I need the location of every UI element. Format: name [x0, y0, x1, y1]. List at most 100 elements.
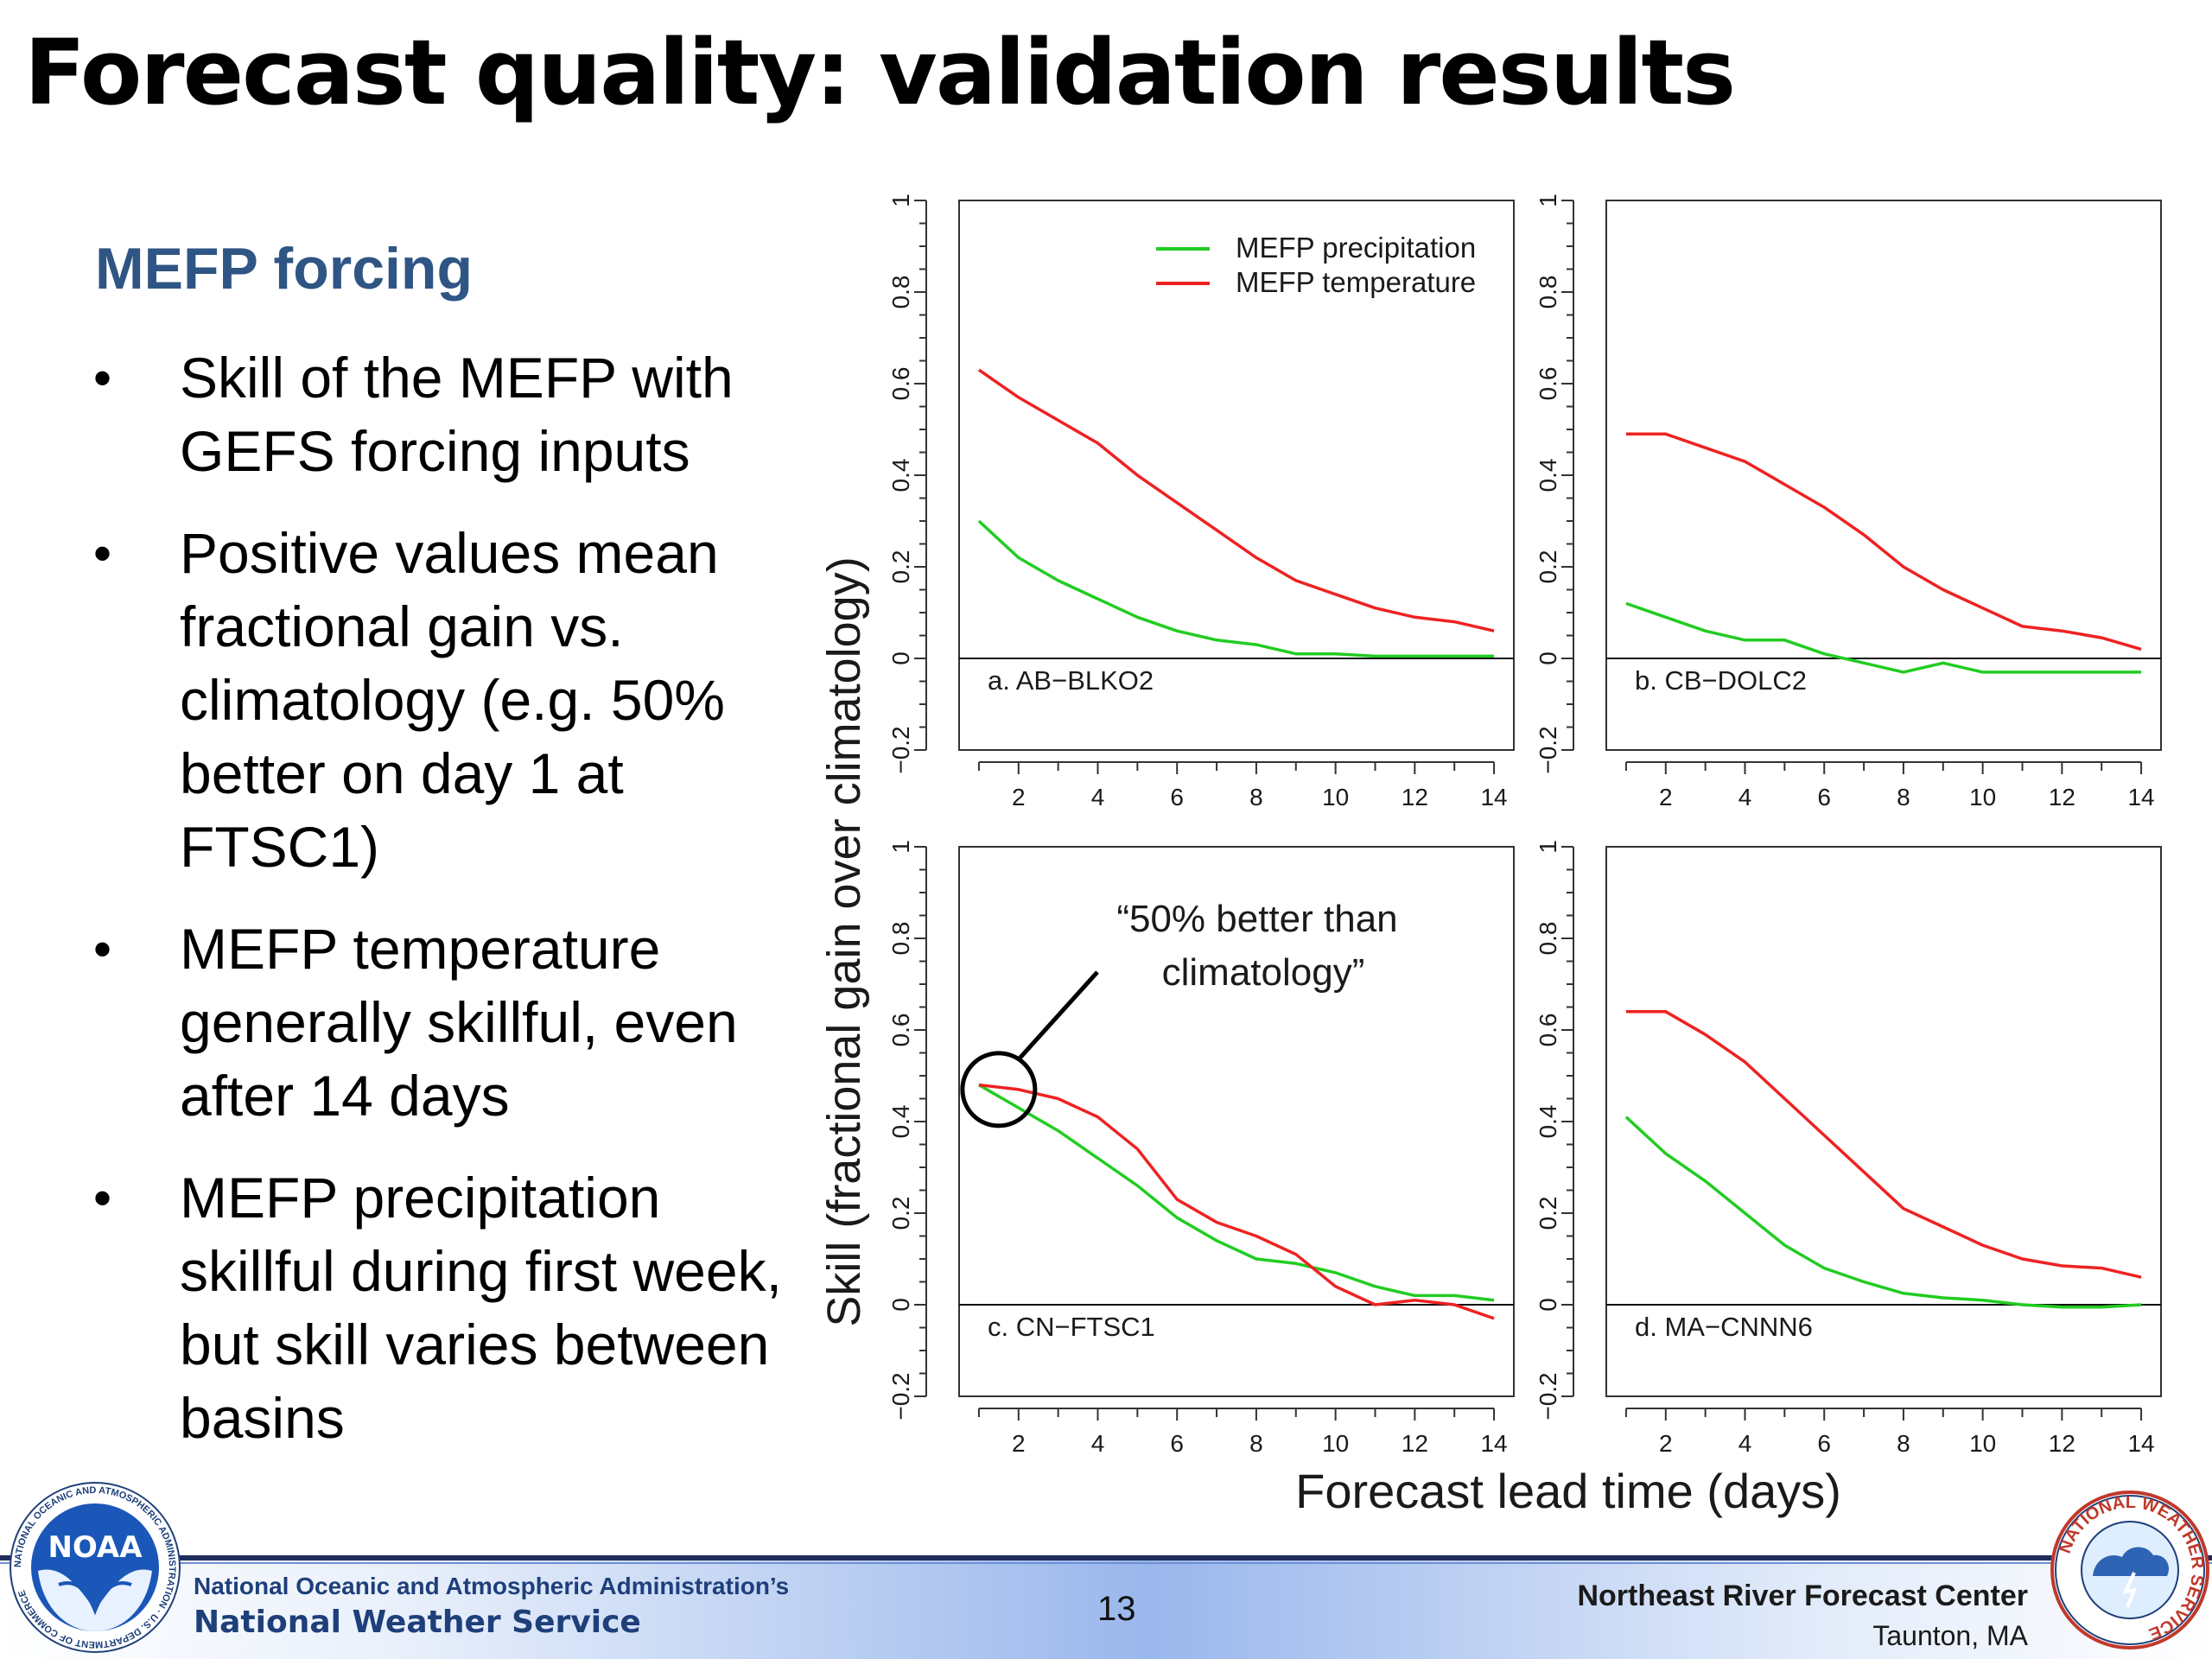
- y-tick-label: 0.6: [887, 367, 914, 401]
- y-tick-label: 1: [1535, 194, 1561, 207]
- y-tick-label: 0.2: [887, 550, 914, 584]
- x-tick-label: 4: [1091, 784, 1105, 810]
- footer-rule-accent: [0, 1562, 2212, 1564]
- x-tick-label: 12: [1402, 1430, 1428, 1457]
- y-tick-label: 0: [1535, 1298, 1561, 1312]
- bullet-item: • Positive values mean fractional gain vs…: [86, 517, 804, 884]
- legend-label: MEFP precipitation: [1236, 232, 1476, 264]
- x-tick-label: 14: [1480, 784, 1507, 810]
- annotation-text: climatology”: [1162, 951, 1365, 994]
- x-tick-label: 4: [1738, 784, 1752, 810]
- x-axis-title: Forecast lead time (days): [1295, 1464, 1841, 1518]
- y-tick-label: 1: [887, 194, 914, 207]
- footer-rule: [0, 1555, 2212, 1560]
- annotation-circle: [960, 1051, 1038, 1128]
- y-tick-label: −0.2: [887, 726, 914, 773]
- series-line: [1625, 601, 2142, 674]
- x-tick-label: 10: [1322, 1430, 1349, 1457]
- forecast-center-name: Northeast River Forecast Center: [1577, 1580, 2028, 1612]
- panel-label: d. MA−CNNN6: [1635, 1312, 1813, 1342]
- bullet-item: • Skill of the MEFP with GEFS forcing inp…: [86, 341, 804, 488]
- plot-frame: [958, 200, 1515, 751]
- y-tick-label: 0.8: [887, 922, 914, 956]
- skill-chart: 2 4 6 8 10 12 14−0.200.20.40.60.81a. AB−BLKO22…: [818, 194, 2162, 1518]
- x-tick-label: 2: [1659, 784, 1673, 810]
- legend-label: MEFP temperature: [1236, 266, 1476, 298]
- annotation-pointer: [1018, 970, 1099, 1060]
- x-tick-label: 8: [1249, 784, 1263, 810]
- bullet-text: MEFP precipitation skillful during first…: [180, 1166, 782, 1450]
- x-tick-label: 6: [1170, 1430, 1184, 1457]
- series-line: [978, 1083, 1495, 1320]
- x-tick-label: 12: [2049, 784, 2075, 810]
- y-tick-label: 0.2: [887, 1197, 914, 1230]
- x-tick-label: 8: [1897, 784, 1910, 810]
- slide-title: Forecast quality: validation results: [24, 20, 1736, 125]
- series-line: [1625, 432, 2142, 652]
- series-line: [978, 1084, 1495, 1302]
- plot-frame: [1605, 200, 2162, 751]
- page-number: 13: [1097, 1590, 1136, 1628]
- y-tick-label: 0.8: [1535, 922, 1561, 956]
- x-tick-label: 6: [1817, 1430, 1831, 1457]
- annotation-text: “50% better than: [1116, 898, 1397, 940]
- y-tick-label: 0: [887, 1298, 914, 1312]
- x-tick-label: 4: [1738, 1430, 1752, 1457]
- y-tick-label: 0.4: [887, 459, 914, 493]
- y-tick-label: 0.2: [1535, 1197, 1561, 1230]
- noaa-logo-text: NOAA: [48, 1530, 143, 1565]
- y-tick-label: 0: [887, 652, 914, 665]
- y-tick-label: −0.2: [887, 1372, 914, 1420]
- x-tick-label: 10: [1969, 1430, 1996, 1457]
- x-tick-label: 8: [1897, 1430, 1910, 1457]
- y-tick-label: 0.6: [1535, 367, 1561, 401]
- y-tick-label: −0.2: [1535, 726, 1561, 773]
- x-tick-label: 10: [1969, 784, 1996, 810]
- x-tick-label: 12: [2049, 1430, 2075, 1457]
- x-tick-label: 14: [2127, 784, 2154, 810]
- plot-frame: [958, 846, 1515, 1397]
- panel-label: b. CB−DOLC2: [1635, 665, 1807, 696]
- y-tick-label: 0.4: [887, 1105, 914, 1139]
- x-tick-label: 14: [1480, 1430, 1507, 1457]
- y-tick-label: 0.4: [1535, 1105, 1561, 1139]
- bullet-text: Positive values mean fractional gain vs.…: [180, 521, 725, 879]
- bullet-text: Skill of the MEFP with GEFS forcing inpu…: [180, 346, 734, 483]
- y-tick-label: 1: [887, 840, 914, 854]
- plot-frame: [1605, 846, 2162, 1397]
- bullet-list: • Skill of the MEFP with GEFS forcing inp…: [86, 341, 804, 1484]
- forecast-center-city: Taunton, MA: [1872, 1620, 2028, 1651]
- x-tick-label: 12: [1402, 784, 1428, 810]
- nws-logo: NATIONAL WEATHER SERVICE: [2050, 1491, 2209, 1649]
- x-tick-label: 14: [2127, 1430, 2154, 1457]
- agency-name: National Weather Service: [194, 1605, 641, 1640]
- bullet-text: MEFP temperature generally skillful, eve…: [180, 917, 738, 1128]
- x-tick-label: 8: [1249, 1430, 1263, 1457]
- bullet-dot: •: [93, 349, 112, 407]
- y-tick-label: 1: [1535, 840, 1561, 854]
- y-tick-label: 0.2: [1535, 550, 1561, 584]
- agency-parent-name: National Oceanic and Atmospheric Adminis…: [194, 1573, 790, 1599]
- y-tick-label: 0.8: [887, 276, 914, 309]
- x-tick-label: 6: [1170, 784, 1184, 810]
- x-tick-label: 2: [1659, 1430, 1673, 1457]
- y-tick-label: 0.8: [1535, 276, 1561, 309]
- series-line: [1625, 1010, 2142, 1279]
- bullet-dot: •: [93, 524, 112, 582]
- x-tick-label: 2: [1012, 784, 1026, 810]
- panel-label: c. CN−FTSC1: [988, 1312, 1155, 1342]
- panel-label: a. AB−BLKO2: [988, 665, 1154, 696]
- y-tick-label: 0.4: [1535, 459, 1561, 493]
- y-tick-label: −0.2: [1535, 1372, 1561, 1420]
- x-tick-label: 10: [1322, 784, 1349, 810]
- series-line: [1624, 1116, 2142, 1309]
- bullet-item: • MEFP precipitation skillful during firs…: [86, 1161, 804, 1455]
- bullet-dot: •: [93, 1169, 112, 1227]
- y-tick-label: 0.6: [1535, 1014, 1561, 1047]
- y-axis-title: Skill (fractional gain over climatology): [818, 556, 870, 1326]
- series-line: [977, 519, 1495, 658]
- section-heading: MEFP forcing: [95, 236, 473, 302]
- series-line: [977, 368, 1495, 632]
- y-tick-label: 0.6: [887, 1014, 914, 1047]
- footer-band: [0, 1557, 2212, 1659]
